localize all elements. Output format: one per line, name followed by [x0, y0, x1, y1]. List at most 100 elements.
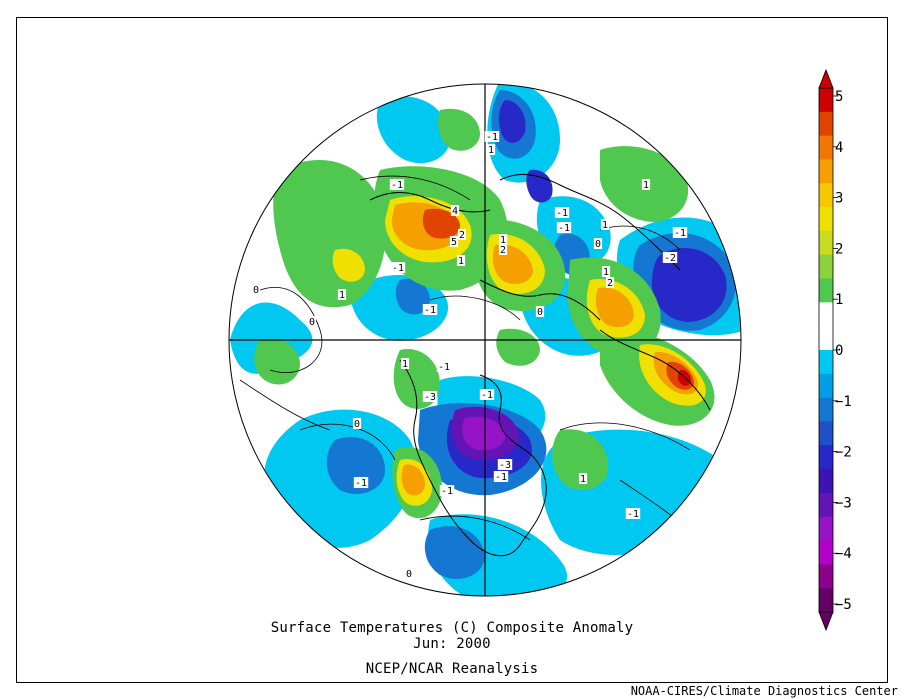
figure-source: NCEP/NCAR Reanalysis: [365, 661, 539, 677]
contour-label: -1: [481, 390, 493, 401]
colorbar-swatch: [819, 564, 833, 589]
contour-label: 1: [602, 220, 608, 231]
colorbar-swatch: [819, 445, 833, 470]
contour-label: 1: [402, 359, 408, 370]
colorbar-label: −2: [835, 445, 852, 461]
contour-label: 1: [339, 290, 345, 301]
contour-label: 1: [643, 180, 649, 191]
colorbar-swatch: [819, 540, 833, 565]
contour-label-bg: [400, 358, 410, 369]
contour-label-bg: [484, 131, 500, 142]
contour-label: -1: [392, 263, 404, 274]
contour-label-bg: [436, 361, 452, 372]
contour-label-bg: [600, 219, 610, 230]
contour-label: -1: [486, 132, 498, 143]
contour-label-bg: [404, 568, 414, 579]
figure-credit: NOAA-CIRES/Climate Diagnostics Center: [630, 684, 898, 698]
colorbar-swatch: [819, 588, 833, 613]
contour-label-bg: [593, 238, 603, 249]
colorbar-swatch: [819, 230, 833, 256]
colorbar-swatch: [819, 397, 833, 422]
colorbar-swatch: [819, 421, 833, 446]
colorbar-label: 1: [835, 292, 843, 308]
contour-label: -2: [664, 253, 676, 264]
colorbar-swatch: [819, 159, 833, 184]
contour-label-bg: [251, 284, 261, 295]
contour-label: 1: [580, 474, 586, 485]
contour-label-bg: [601, 266, 611, 277]
colorbar-swatch: [819, 88, 833, 113]
contour-label: 4: [452, 206, 458, 217]
contour-label-bg: [352, 418, 362, 429]
anomaly-field: [229, 84, 741, 596]
colorbar-swatch: [819, 516, 833, 542]
contour-label-bg: [486, 144, 496, 155]
contour-label-bg: [498, 244, 508, 255]
contour-label-bg: [498, 234, 508, 245]
contour-labels: -11-1451-1122-11-1-212-1-1101-1-11-3-1-3…: [251, 131, 688, 580]
colorbar-label: 4: [835, 140, 843, 156]
colorbar-swatch: [819, 326, 833, 351]
contour-label-bg: [493, 471, 509, 482]
contour-label: -1: [355, 478, 367, 489]
colorbar-label: −3: [835, 495, 852, 511]
contour-label-bg: [625, 508, 641, 519]
colorbar-swatch: [819, 111, 833, 137]
contour-label-bg: [497, 459, 513, 470]
contour-label: -1: [495, 472, 507, 483]
figure-title-line2: Jun: 2000: [413, 636, 491, 652]
contour-label: 5: [451, 237, 457, 248]
contour-label-bg: [389, 179, 405, 190]
colorbar-swatch: [819, 207, 833, 232]
contour-label-bg: [556, 222, 572, 233]
colorbar-label: −4: [835, 546, 852, 562]
colorbar-swatch: [819, 135, 833, 160]
contour-label-bg: [672, 227, 688, 238]
colorbar-label: −5: [835, 597, 852, 613]
contour-label: 0: [253, 285, 259, 296]
contour-label-bg: [479, 389, 495, 400]
contour-label: 0: [537, 307, 543, 318]
contour-label: -1: [627, 509, 639, 520]
colorbar-label: −1: [835, 394, 852, 410]
contour-label: -1: [424, 305, 436, 316]
contour-label: 0: [354, 419, 360, 430]
contour-label: -1: [441, 486, 453, 497]
colorbar-swatches: [819, 88, 833, 613]
contour-label-bg: [457, 229, 467, 240]
contour-label: 1: [488, 145, 494, 156]
contour-label-bg: [450, 205, 460, 216]
negative-anomaly-magenta: [462, 416, 506, 451]
colorbar-swatch: [819, 373, 833, 399]
colorbar-label: 2: [835, 241, 843, 257]
contour-label: -3: [499, 460, 511, 471]
contour-label-bg: [605, 277, 615, 288]
contour-label-bg: [554, 207, 570, 218]
contour-lines: [239, 175, 701, 541]
contour-label: 2: [459, 230, 465, 241]
colorbar-swatch: [819, 183, 833, 208]
contour-label-bg: [439, 485, 455, 496]
contour-label-bg: [449, 236, 459, 247]
figure-title-line1: Surface Temperatures (C) Composite Anoma…: [270, 620, 634, 636]
colorbar-swatch: [819, 492, 833, 518]
contour-label-bg: [353, 477, 369, 488]
colorbar-top-arrow: [818, 68, 834, 89]
contour-label-bg: [641, 179, 651, 190]
colorbar-label: 0: [835, 343, 843, 359]
contour-label: 2: [500, 245, 506, 256]
contour-label: 1: [603, 267, 609, 278]
colorbar-swatch: [819, 278, 833, 303]
contour-label: -1: [438, 362, 450, 373]
contour-label-bg: [307, 316, 317, 327]
contour-label-bg: [662, 252, 678, 263]
contour-label-bg: [578, 473, 588, 484]
contour-label: 0: [406, 569, 412, 580]
contour-label: 0: [595, 239, 601, 250]
colorbar-labels: 5 4 3 2 1 0 −1 −2 −3 −4 −5: [833, 89, 852, 613]
contour-label-bg: [422, 391, 438, 402]
colorbar-label: 3: [835, 191, 843, 207]
contour-label-bg: [535, 306, 545, 317]
contour-label-bg: [456, 255, 466, 266]
